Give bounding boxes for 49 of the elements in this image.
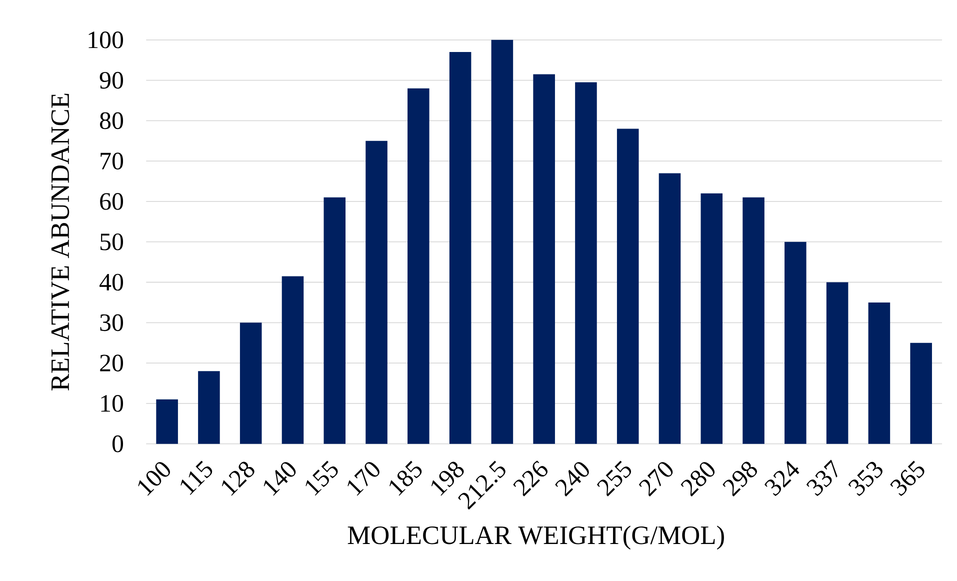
y-tick-label: 10	[101, 394, 124, 412]
bar	[491, 40, 514, 444]
y-tick-label: 0	[112, 435, 124, 452]
bar	[742, 197, 764, 444]
bar	[449, 52, 472, 444]
y-tick-label: 50	[100, 233, 124, 250]
x-tick-label: 255	[596, 460, 632, 496]
x-axis-title: MOLECULAR WEIGHT(G/MOL)	[348, 525, 724, 550]
y-tick-label: 20	[100, 354, 124, 372]
x-tick-label: 337	[806, 459, 838, 496]
x-tick-label: 100	[138, 462, 170, 496]
x-tick-label: 280	[680, 462, 715, 496]
y-tick-label: 90	[100, 72, 124, 88]
x-tick-label: 115	[180, 460, 212, 495]
bar	[366, 140, 388, 444]
x-tick-label: 240	[555, 462, 589, 496]
x-tick-label: 298	[722, 462, 758, 496]
y-tick-label: 80	[100, 112, 124, 129]
x-tick-label: 170	[348, 462, 380, 496]
bar	[868, 302, 890, 444]
x-tick-label: 365	[890, 460, 924, 496]
bar	[658, 172, 681, 444]
bar	[324, 197, 346, 444]
bar	[240, 322, 262, 444]
x-tick-label: 226	[513, 460, 548, 496]
x-tick-label: 324	[764, 460, 800, 496]
x-tick-label: 140	[264, 462, 296, 496]
bar	[198, 370, 220, 444]
y-tick-label: 100	[88, 31, 124, 48]
y-tick-label: 70	[100, 152, 124, 170]
bar	[700, 193, 723, 444]
bar	[156, 399, 178, 444]
x-tick-label: 155	[306, 460, 338, 496]
x-tick-label: 128	[222, 462, 254, 496]
bar	[408, 88, 430, 444]
y-tick-label: 40	[100, 274, 124, 290]
bar	[616, 128, 639, 444]
x-tick-label: 185	[390, 460, 422, 496]
bar	[533, 74, 555, 444]
x-tick-label: 270	[638, 462, 673, 496]
y-axis-title: RELATIVE ABUNDANCE	[51, 94, 70, 390]
bar	[826, 282, 848, 444]
y-tick-label: 30	[100, 314, 124, 331]
bar	[910, 342, 932, 444]
x-tick-label: 353	[848, 462, 882, 496]
bar	[575, 82, 597, 444]
bar	[784, 242, 806, 444]
bar	[282, 276, 304, 444]
y-tick-label: 60	[100, 192, 124, 210]
